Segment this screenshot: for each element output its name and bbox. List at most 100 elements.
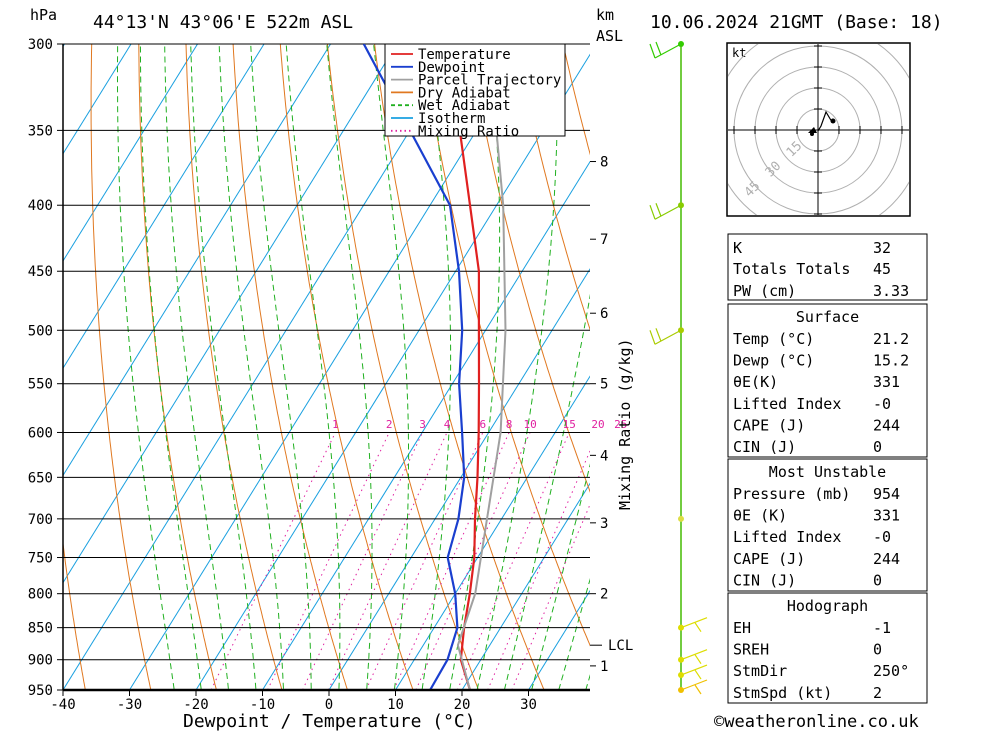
copyright-label: ©weatheronline.co.uk: [714, 712, 919, 732]
wind-barb-flag: [656, 328, 661, 341]
mixing-ratio-label: 8: [506, 418, 513, 431]
height-tick-label: 7: [600, 232, 608, 248]
index-label: EH: [733, 619, 751, 637]
storm-motion-dot: [831, 119, 836, 124]
index-label: Pressure (mb): [733, 485, 850, 503]
index-value: 2: [873, 684, 882, 702]
datetime-label: 10.06.2024 21GMT (Base: 18): [650, 12, 943, 33]
wind-barb-staff: [681, 680, 707, 690]
pressure-tick-label: 950: [28, 683, 53, 699]
index-value: 3.33: [873, 282, 909, 300]
index-label: CIN (J): [733, 438, 796, 456]
wind-barb-flag: [695, 670, 701, 679]
pressure-tick-label: 500: [28, 323, 53, 339]
mixing-ratio-label: 1: [332, 418, 339, 431]
dry-adiabat-line: [990, 0, 1000, 719]
height-tick-label: 5: [600, 377, 608, 393]
index-label: Dewp (°C): [733, 352, 814, 370]
index-value: 32: [873, 239, 891, 257]
index-label: Lifted Index: [733, 395, 841, 413]
wind-barb-flag: [695, 623, 701, 632]
index-label: PW (cm): [733, 282, 796, 300]
index-value: 45: [873, 260, 891, 278]
index-value: 21.2: [873, 330, 909, 348]
pressure-ticks: 3003504004505005506006507007508008509009…: [28, 37, 63, 699]
index-value: 0: [873, 571, 882, 589]
index-label: StmSpd (kt): [733, 684, 832, 702]
isotherm-line: [0, 0, 61, 719]
most-unstable-title: Most Unstable: [769, 463, 886, 481]
hodograph-unit: kt: [732, 46, 746, 60]
mixing-ratio-label: 20: [591, 418, 604, 431]
pressure-tick-label: 800: [28, 587, 53, 603]
index-label: θE(K): [733, 373, 778, 391]
pressure-tick-label: 450: [28, 264, 53, 280]
index-label: Temp (°C): [733, 330, 814, 348]
pressure-tick-label: 750: [28, 551, 53, 567]
index-label: SREH: [733, 641, 769, 659]
mixing-ratio-label: 2: [386, 418, 393, 431]
pressure-tick-label: 400: [28, 198, 53, 214]
index-value: 331: [873, 373, 900, 391]
wind-barb-flag: [656, 42, 661, 55]
mixing-ratio-label: 10: [523, 418, 536, 431]
surface-title: Surface: [796, 308, 859, 326]
hodograph-table-title: Hodograph: [787, 597, 868, 615]
index-value: -0: [873, 395, 891, 413]
height-tick-label: 6: [600, 306, 608, 322]
index-label: StmDir: [733, 662, 787, 680]
pressure-tick-label: 350: [28, 123, 53, 139]
index-value: 0: [873, 438, 882, 456]
wind-profile: [650, 41, 707, 694]
index-label: Lifted Index: [733, 528, 841, 546]
lcl-label: LCL: [608, 638, 633, 654]
x-axis-label: Dewpoint / Temperature (°C): [183, 711, 476, 732]
index-value: -0: [873, 528, 891, 546]
index-value: 244: [873, 416, 900, 434]
temperature-tick-label: -40: [50, 697, 75, 713]
wind-level-dot: [678, 516, 684, 522]
pressure-unit-label: hPa: [30, 6, 57, 24]
index-label: CIN (J): [733, 571, 796, 589]
height-tick-label: 4: [600, 448, 608, 464]
index-value: 250°: [873, 662, 909, 680]
wind-barb-flag: [656, 203, 661, 216]
index-label: K: [733, 239, 742, 257]
wind-barb-flag: [695, 685, 701, 694]
asl-label: ASL: [596, 27, 623, 45]
legend-label: Mixing Ratio: [418, 124, 519, 140]
wind-barb-flag: [650, 205, 655, 219]
wind-barb-flag: [695, 655, 701, 664]
wind-barb-staff: [681, 618, 707, 628]
y-axis-right-label: Mixing Ratio (g/kg): [616, 338, 634, 510]
mixing-ratio-label: 3: [419, 418, 426, 431]
index-value: -1: [873, 619, 891, 637]
index-value: 244: [873, 550, 900, 568]
index-label: Totals Totals: [733, 260, 850, 278]
pressure-tick-label: 300: [28, 37, 53, 53]
mixing-ratio-label: 4: [444, 418, 451, 431]
pressure-tick-label: 900: [28, 653, 53, 669]
km-label: km: [596, 6, 614, 24]
wind-barb-staff: [681, 665, 707, 675]
temperature-tick-label: -30: [117, 697, 142, 713]
wind-barb-staff: [681, 650, 707, 660]
height-tick-label: 1: [600, 659, 608, 675]
index-value: 331: [873, 507, 900, 525]
index-label: CAPE (J): [733, 416, 805, 434]
index-value: 954: [873, 485, 900, 503]
index-label: CAPE (J): [733, 550, 805, 568]
height-tick-label: 2: [600, 587, 608, 603]
temperature-tick-label: 30: [520, 697, 537, 713]
wind-barb-flag: [650, 44, 655, 58]
location-label: 44°13'N 43°06'E 522m ASL: [93, 12, 353, 33]
index-value: 15.2: [873, 352, 909, 370]
pressure-tick-label: 650: [28, 470, 53, 486]
pressure-tick-label: 700: [28, 512, 53, 528]
index-label: θE (K): [733, 507, 787, 525]
indices-tables: K 32 Totals Totals 45 PW (cm) 3.33 Surface Temp…: [728, 234, 927, 703]
